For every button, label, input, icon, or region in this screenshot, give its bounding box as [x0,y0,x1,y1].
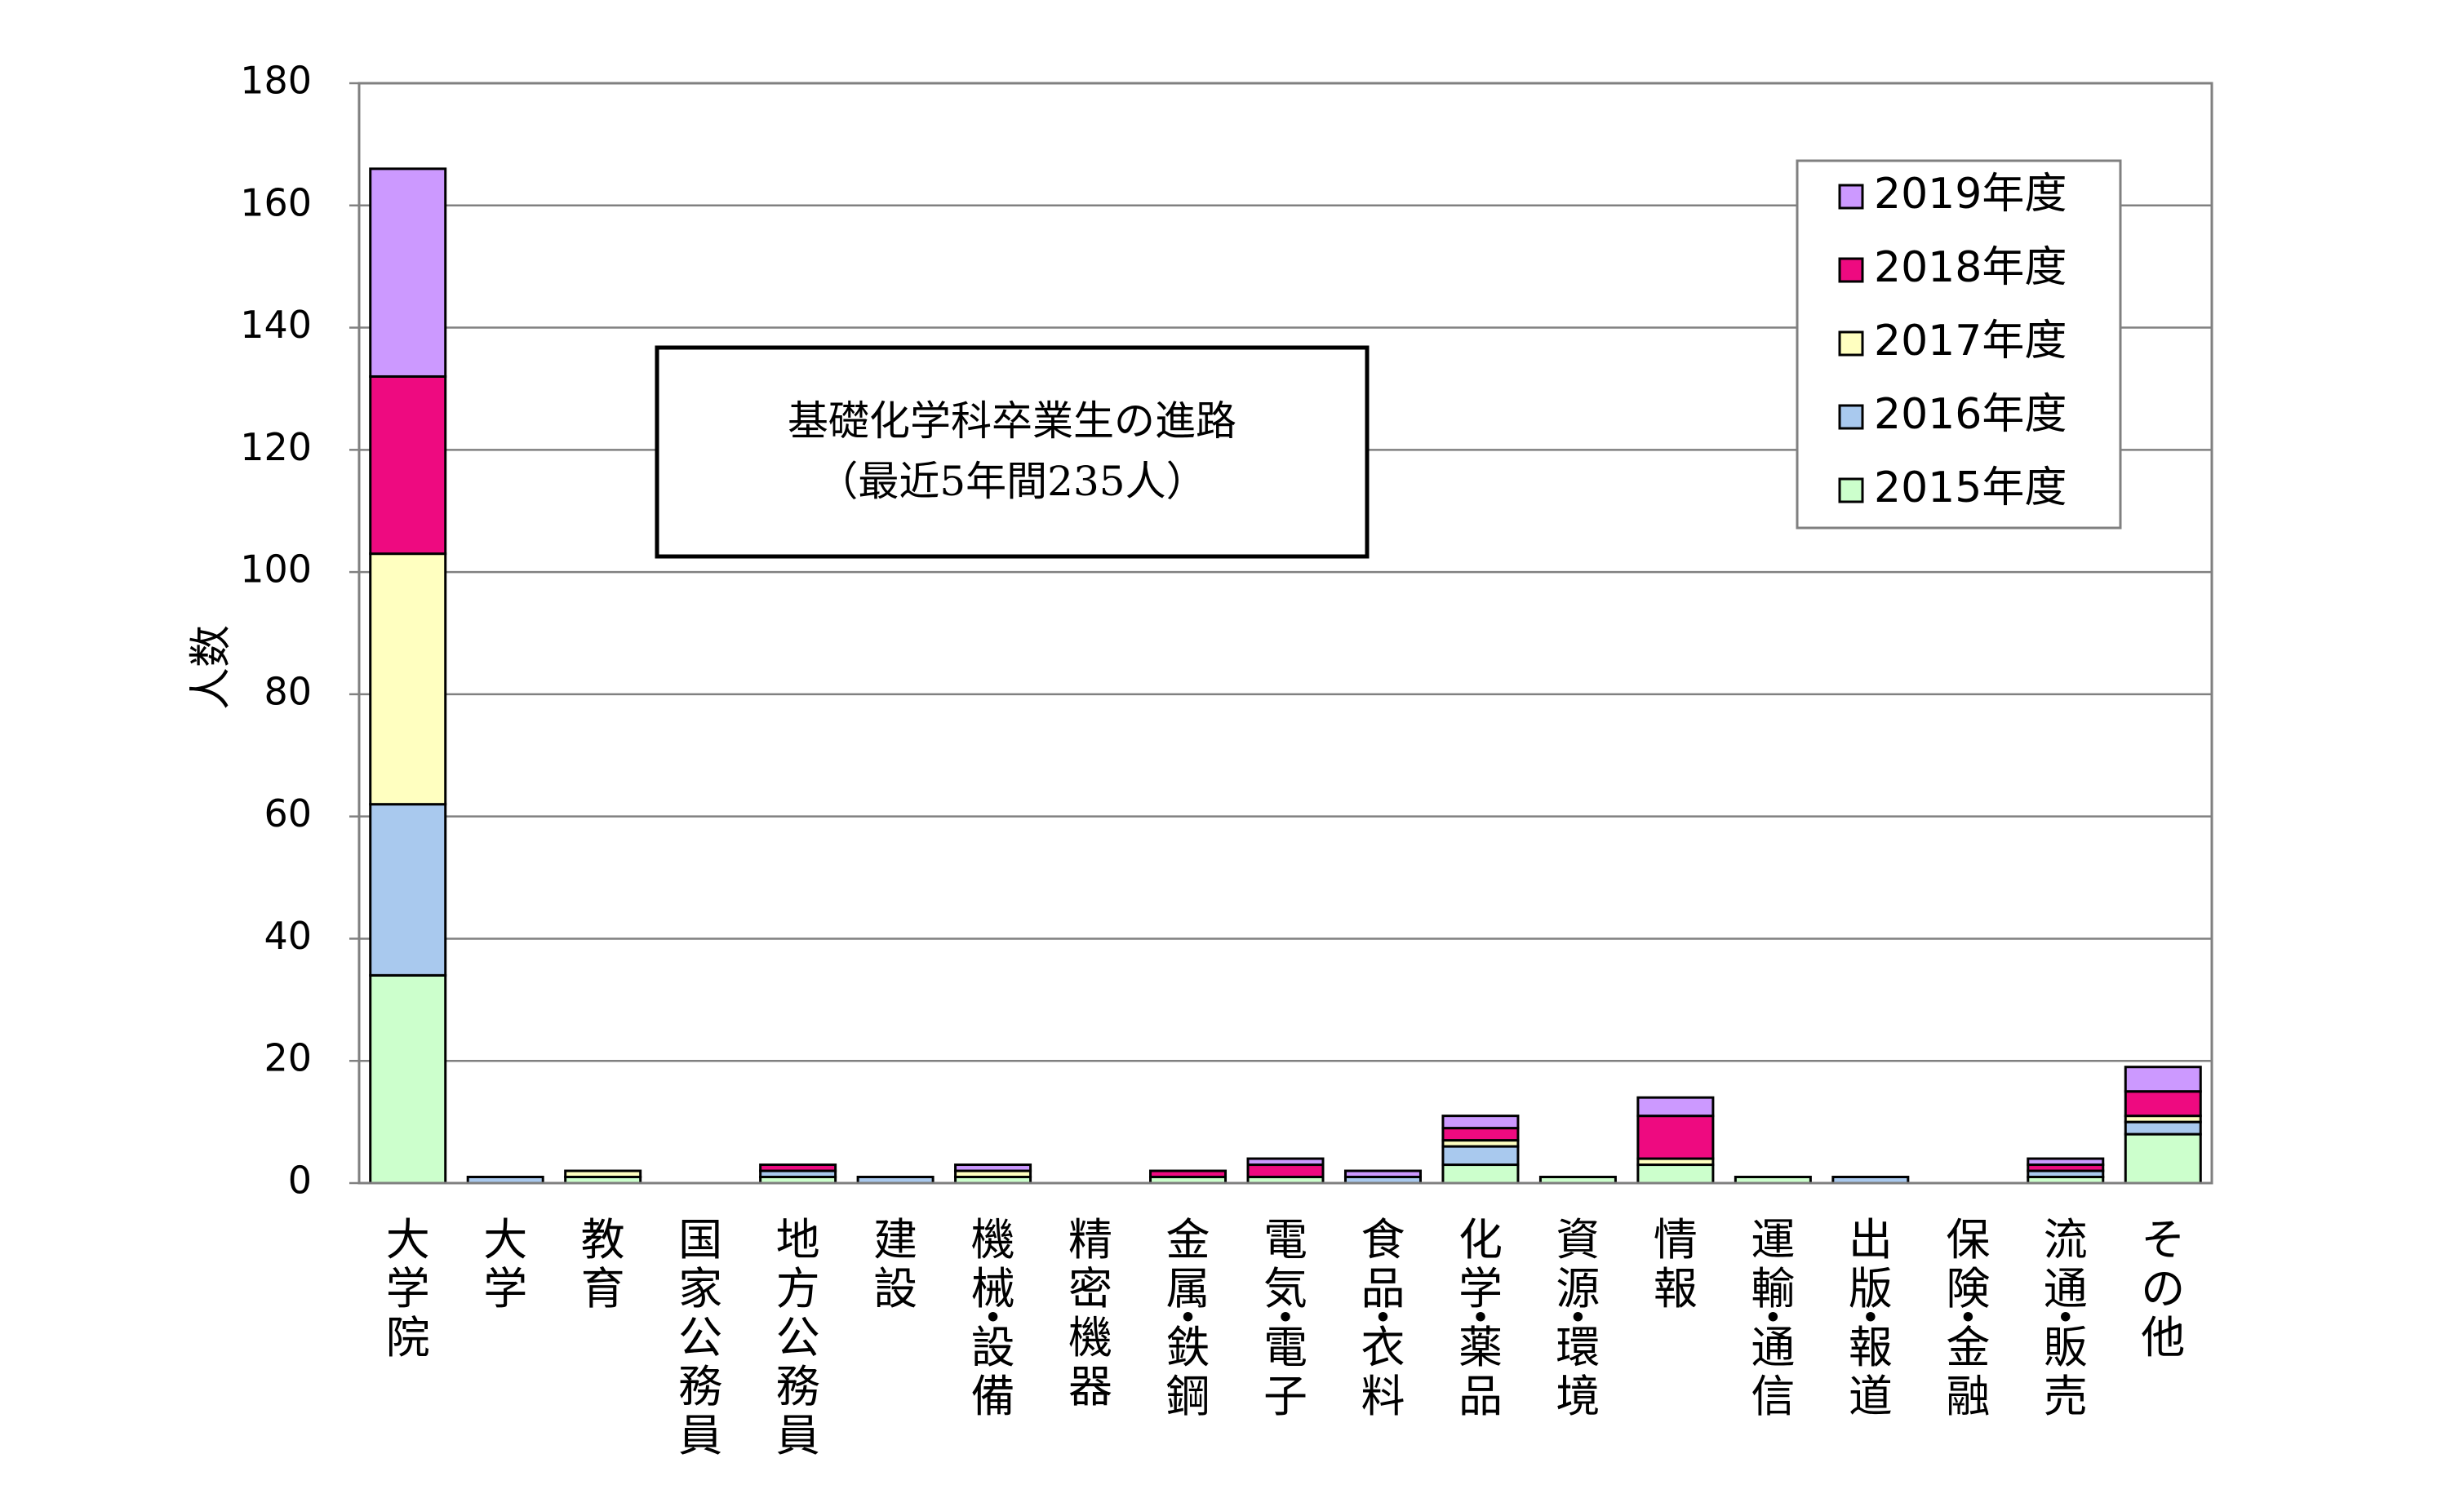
x-category-label: 精密機器 [1068,1214,1112,1412]
x-category-label: 流通・販売 [2044,1214,2088,1422]
bar-segment [1441,1127,1520,1142]
x-category-label: 国家公務員 [678,1214,722,1461]
legend-label: 2016年度 [1874,390,2067,439]
bar-segment [369,552,447,806]
y-tick-label: 20 [264,1036,312,1080]
x-category-label: 資源・環境 [1556,1214,1600,1422]
x-category-label: 機械・設備 [971,1214,1015,1422]
legend-swatch [1838,477,1864,503]
chart-subtitle: （最近5年間235人） [817,458,1206,505]
y-tick-label: 60 [264,791,312,835]
x-category-label: 大学院 [386,1214,430,1363]
bar-segment [2124,1132,2202,1185]
y-tick-label: 0 [288,1159,312,1203]
x-category-label: 情報 [1654,1214,1698,1314]
title-box: 基礎化学科卒業生の進路 （最近5年間235人） [655,345,1370,559]
legend-label: 2015年度 [1874,463,2067,512]
bar-segment [954,1163,1032,1172]
x-category-label: 出版・報道 [1849,1214,1893,1422]
bar-segment [369,375,447,556]
legend-label: 2018年度 [1874,243,2067,292]
bars [369,167,2202,1185]
plot-area [357,82,2213,1185]
bar-segment [2027,1157,2105,1167]
x-category-label: 金属・鉄鋼 [1166,1214,1210,1422]
legend-label: 2019年度 [1874,170,2067,219]
legend-swatch [1838,184,1864,210]
x-category-label: 地方公務員 [776,1214,820,1461]
x-category-label: 運輸・通信 [1751,1214,1795,1422]
legend-swatch [1838,330,1864,357]
chart-title: 基礎化学科卒業生の進路 [788,397,1236,445]
bar-segment [2124,1120,2202,1136]
bar-segment [369,167,447,378]
bar-segment [1636,1115,1715,1160]
bar-segment [1441,1145,1520,1167]
y-tick-label: 160 [240,180,312,224]
y-axis-ticks: 0 20 40 60 80 100 120 140 160 180 [240,59,359,1203]
y-tick-label: 180 [240,59,312,103]
y-tick-label: 40 [264,914,312,958]
x-category-label: 大学 [483,1214,527,1314]
legend-swatch [1838,404,1864,430]
bar-segment [564,1169,642,1179]
bar-segment [1343,1169,1422,1179]
y-tick-label: 140 [240,303,312,347]
legend-swatch [1838,257,1864,283]
y-tick-label: 80 [264,669,312,713]
legend: 2019年度 2018年度 2017年度 2016年度 2015年度 [1796,159,2122,530]
bar-segment [1246,1157,1325,1167]
x-category-label: その他 [2141,1214,2185,1363]
x-category-label: 電気・電子 [1263,1214,1307,1422]
bar-segment [1636,1163,1715,1185]
x-category-label: 建設 [873,1214,917,1314]
bar-segment [759,1163,837,1172]
bar-segment [2124,1066,2202,1093]
y-tick-label: 120 [240,425,312,469]
bar-segment [369,973,447,1185]
bar-segment [369,803,447,977]
bar-segment [1246,1163,1325,1179]
bar-segment [1441,1115,1520,1130]
bar-segment [1441,1163,1520,1185]
x-category-label: 食品・衣料 [1361,1214,1405,1422]
bar-segment [1149,1169,1228,1179]
y-tick-label: 100 [240,547,312,592]
legend-label: 2017年度 [1874,317,2067,366]
x-category-label: 保険・金融 [1946,1214,1990,1422]
bar-segment [1636,1096,1715,1118]
x-category-label: 化学・薬品 [1458,1214,1503,1422]
x-category-label: 教育 [581,1214,625,1314]
y-axis-label: 人数 [187,625,236,710]
bar-segment [2124,1090,2202,1118]
